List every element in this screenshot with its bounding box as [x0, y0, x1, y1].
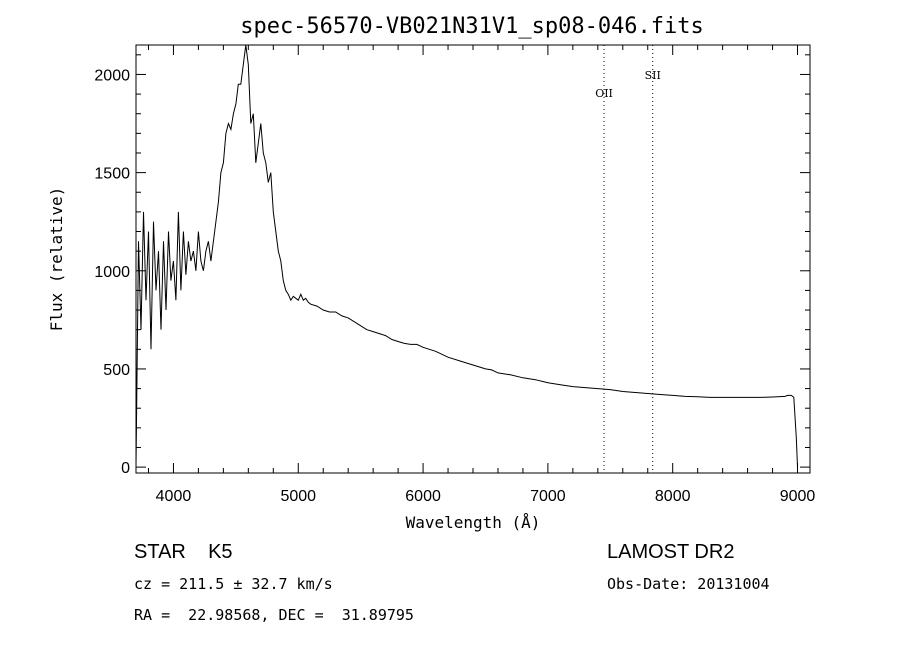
y-axis: 0 500 1000 1500 2000	[94, 54, 810, 477]
x-tick-label: 4000	[156, 488, 192, 505]
object-class: STAR K5	[134, 541, 233, 563]
observation-date: Obs-Date: 20131004	[607, 575, 770, 593]
x-axis: 4000 5000 6000 7000 8000 9000	[147, 45, 816, 505]
y-tick-label: 0	[121, 460, 130, 477]
spectrum-line	[135, 44, 798, 468]
x-axis-label: Wavelength (Å)	[406, 513, 541, 532]
y-axis-label: Flux (relative)	[47, 187, 66, 332]
x-tick-label: 9000	[780, 488, 816, 505]
coordinates-text: RA = 22.98568, DEC = 31.89795	[134, 606, 414, 624]
x-tick-label: 5000	[280, 488, 316, 505]
y-tick-label: 500	[103, 362, 130, 379]
y-tick-label: 2000	[94, 67, 130, 84]
x-tick-label: 8000	[655, 488, 691, 505]
line-label-sii: SII	[645, 69, 661, 82]
emission-line-markers: OII SII	[595, 45, 661, 473]
x-tick-label: 7000	[530, 488, 566, 505]
redshift-text: cz = 211.5 ± 32.7 km/s	[134, 575, 333, 593]
line-label-oii: OII	[595, 87, 613, 100]
chart-title: spec-56570-VB021N31V1_sp08-046.fits	[240, 14, 704, 39]
survey-name: LAMOST DR2	[607, 541, 735, 563]
plot-frame	[135, 44, 811, 474]
y-tick-label: 1000	[94, 264, 130, 281]
x-tick-label: 6000	[405, 488, 441, 505]
y-tick-label: 1500	[94, 166, 130, 183]
